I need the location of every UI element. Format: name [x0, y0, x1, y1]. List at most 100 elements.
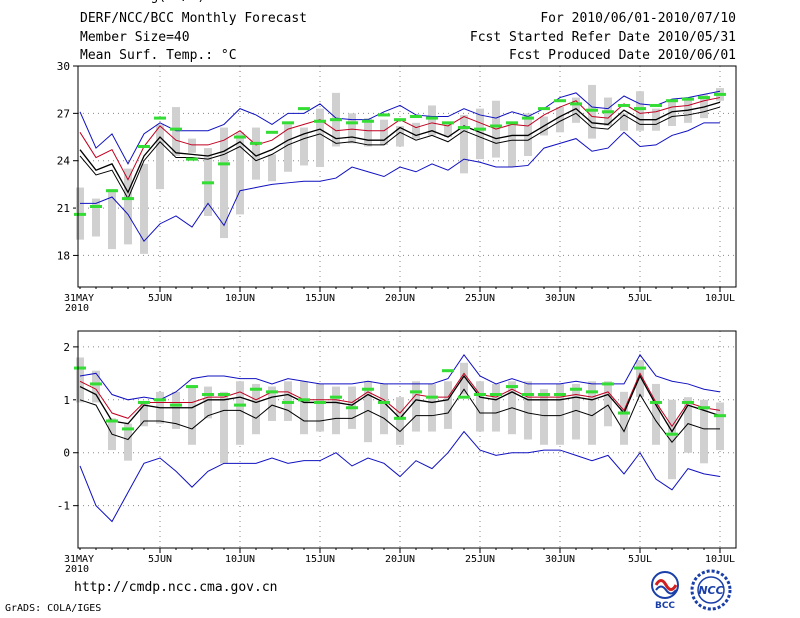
website-url[interactable]: http://cmdp.ncc.cma.gov.cn [74, 580, 278, 595]
precipitation-spread-box [300, 381, 308, 435]
precipitation-observed-mark [106, 419, 118, 423]
precipitation-observed-mark [490, 393, 502, 397]
temperature-xtick-label: 30JUN [545, 293, 575, 304]
temperature-ytick-label: 18 [57, 249, 70, 262]
precipitation-observed-mark [442, 369, 454, 373]
temperature-observed-mark [314, 119, 326, 123]
temperature-mean-line [79, 101, 721, 194]
precipitation-observed-mark [362, 387, 374, 391]
precipitation-spread-box [716, 402, 724, 451]
precipitation-spread-box [620, 391, 628, 445]
temperature-observed-mark [522, 116, 534, 120]
precipitation-spread-box [572, 383, 580, 440]
temperature-observed-mark [186, 157, 198, 161]
temperature-observed-mark [714, 92, 726, 96]
precipitation-spread-box [444, 381, 452, 429]
temperature-spread-box [556, 107, 564, 133]
temperature-spread-box [524, 113, 532, 156]
precipitation-spread-box [236, 381, 244, 445]
precipitation-plus-sd-line [79, 372, 721, 428]
temperature-observed-mark [442, 121, 454, 125]
temperature-spread-box [92, 198, 100, 237]
temperature-observed-mark [426, 116, 438, 120]
precipitation-observed-mark [586, 390, 598, 394]
temperature-min-line [80, 122, 720, 243]
precipitation-spread-box [396, 397, 404, 445]
precipitation-spread-box [428, 383, 436, 432]
precipitation-observed-mark [378, 400, 390, 404]
precipitation-observed-mark [202, 393, 214, 397]
temperature-observed-mark [666, 99, 678, 103]
temperature-observed-mark [202, 181, 214, 185]
precipitation-spread-box [76, 357, 84, 403]
temperature-observed-mark [474, 127, 486, 131]
temperature-observed-mark [650, 103, 662, 107]
bcc-logo: BCC [651, 571, 679, 611]
temperature-observed-mark [554, 99, 566, 103]
precipitation-ytick-label: 0 [63, 447, 70, 460]
precipitation-xtick-label: 25JUN [465, 554, 495, 565]
temperature-xtick-label: 10JUL [705, 293, 735, 304]
precipitation-spread-box [604, 381, 612, 427]
precipitation-observed-mark [410, 390, 422, 394]
precipitation-spread-box [700, 399, 708, 464]
temperature-observed-mark [74, 212, 86, 216]
temperature-xtick-label: 5JUN [148, 293, 172, 304]
precipitation-observed-mark [298, 398, 310, 402]
precipitation-observed-mark [170, 403, 182, 407]
produced-date: Fcst Produced Date 2010/06/01 [509, 48, 736, 63]
temperature-observed-mark [266, 130, 278, 134]
precipitation-spread-box [188, 386, 196, 445]
temperature-observed-mark [106, 189, 118, 193]
temperature-observed-mark [346, 121, 358, 125]
precipitation-observed-mark [506, 385, 518, 389]
temperature-xtick-label: 25JUN [465, 293, 495, 304]
precipitation-ytick-label: 2 [63, 341, 70, 354]
precipitation-observed-mark [154, 398, 166, 402]
temperature-observed-mark [250, 141, 262, 145]
precipitation-spread-box [204, 386, 212, 419]
temperature-observed-mark [378, 113, 390, 117]
temperature-observed-mark [170, 127, 182, 131]
precipitation-ytick-label: 1 [63, 394, 70, 407]
precipitation-xtick-label: 10JUL [705, 554, 735, 565]
temperature-spread-box [156, 124, 164, 190]
precipitation-observed-mark [234, 403, 246, 407]
temperature-observed-mark [138, 145, 150, 149]
temperature-xstart-year: 2010 [65, 303, 89, 314]
temperature-observed-mark [618, 103, 630, 107]
temperature-observed-mark [538, 107, 550, 111]
precipitation-xtick-label: 30JUN [545, 554, 575, 565]
precipitation-panel-title: Prec.: log(mm/d) [80, 0, 205, 4]
temperature-xtick-label: 20JUN [385, 293, 415, 304]
temperature-spread-box [460, 114, 468, 174]
start-date: Fcst Started Refer Date 2010/05/31 [469, 30, 736, 45]
temperature-spread-box [428, 105, 436, 136]
precipitation-spread-box [268, 386, 276, 421]
precipitation-spread-box [492, 383, 500, 432]
grads-credit: GrADS: COLA/IGES [5, 603, 102, 614]
temperature-spread-box [124, 168, 132, 245]
precipitation-observed-mark [266, 390, 278, 394]
temperature-spread-box [236, 132, 244, 215]
temperature-observed-mark [234, 135, 246, 139]
temperature-spread-box [300, 127, 308, 166]
temperature-minus-sd-line [79, 106, 721, 200]
precipitation-observed-mark [474, 393, 486, 397]
temperature-spread-box [476, 108, 484, 160]
precipitation-observed-mark [138, 400, 150, 404]
temperature-observed-mark [698, 96, 710, 100]
precipitation-spread-box [460, 362, 468, 395]
variable-label: Mean Surf. Temp.: °C [80, 48, 237, 63]
temperature-ytick-label: 24 [57, 155, 71, 168]
precipitation-observed-mark [650, 400, 662, 404]
precipitation-spread-box [252, 383, 260, 435]
precipitation-observed-mark [714, 414, 726, 418]
precipitation-observed-mark [90, 382, 102, 386]
temperature-observed-mark [282, 121, 294, 125]
precipitation-observed-mark [538, 393, 550, 397]
precipitation-observed-mark [554, 393, 566, 397]
precipitation-spread-box [684, 397, 692, 453]
temperature-observed-mark [490, 124, 502, 128]
precipitation-observed-mark [122, 427, 134, 431]
